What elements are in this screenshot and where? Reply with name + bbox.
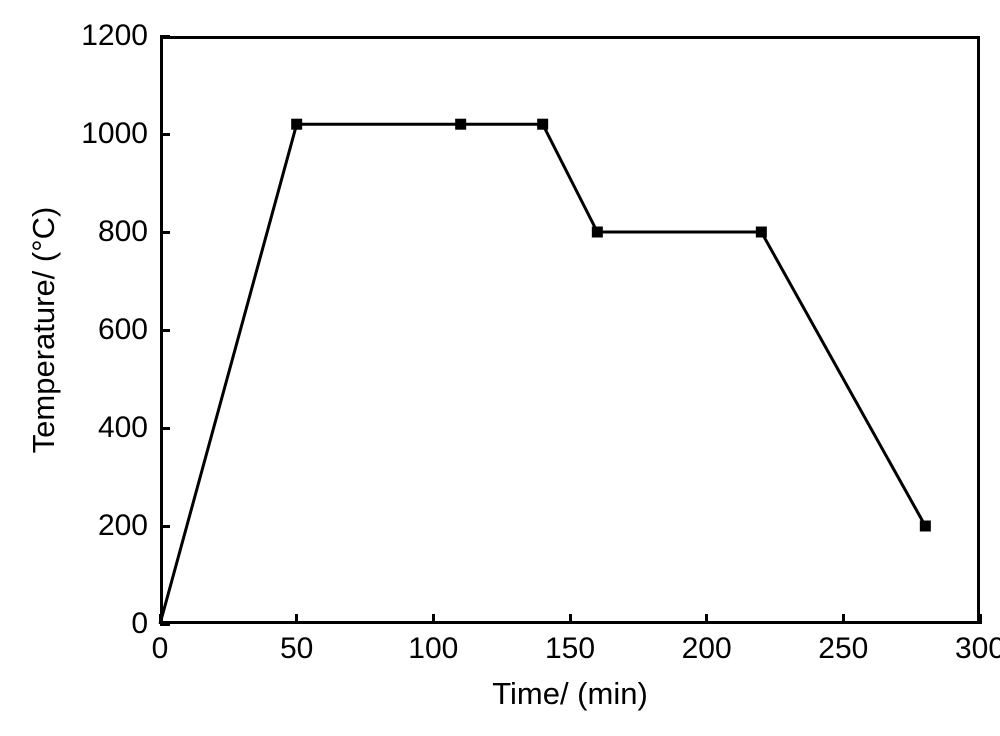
y-tick-label: 1000 [81, 117, 148, 151]
series-marker [291, 119, 302, 130]
series-marker [756, 227, 767, 238]
x-tick-label: 200 [682, 632, 732, 666]
x-tick-mark [705, 614, 708, 624]
x-tick-mark [842, 614, 845, 624]
y-tick-label: 400 [98, 411, 148, 445]
y-tick-label: 600 [98, 313, 148, 347]
x-tick-mark [569, 614, 572, 624]
x-tick-label: 50 [280, 632, 313, 666]
line-series [0, 0, 1000, 736]
y-tick-label: 800 [98, 215, 148, 249]
x-axis-label: Time/ (min) [492, 676, 648, 712]
x-tick-label: 300 [955, 632, 1000, 666]
series-marker [537, 119, 548, 130]
temperature-time-chart: 050100150200250300020040060080010001200 … [0, 0, 1000, 736]
series-marker [455, 119, 466, 130]
x-tick-mark [295, 614, 298, 624]
y-tick-mark [160, 623, 170, 626]
y-tick-mark [160, 231, 170, 234]
x-tick-label: 250 [818, 632, 868, 666]
y-tick-label: 0 [131, 607, 148, 641]
y-axis-label: Temperature/ (°C) [26, 207, 62, 454]
y-tick-mark [160, 525, 170, 528]
series-marker [592, 227, 603, 238]
x-tick-mark [979, 614, 982, 624]
y-tick-mark [160, 329, 170, 332]
x-tick-label: 100 [408, 632, 458, 666]
series-line [160, 124, 925, 624]
y-tick-mark [160, 35, 170, 38]
x-tick-label: 0 [152, 632, 169, 666]
x-tick-label: 150 [545, 632, 595, 666]
x-tick-mark [432, 614, 435, 624]
y-tick-mark [160, 133, 170, 136]
y-tick-label: 200 [98, 509, 148, 543]
y-tick-label: 1200 [81, 19, 148, 53]
y-tick-mark [160, 427, 170, 430]
series-marker [920, 521, 931, 532]
